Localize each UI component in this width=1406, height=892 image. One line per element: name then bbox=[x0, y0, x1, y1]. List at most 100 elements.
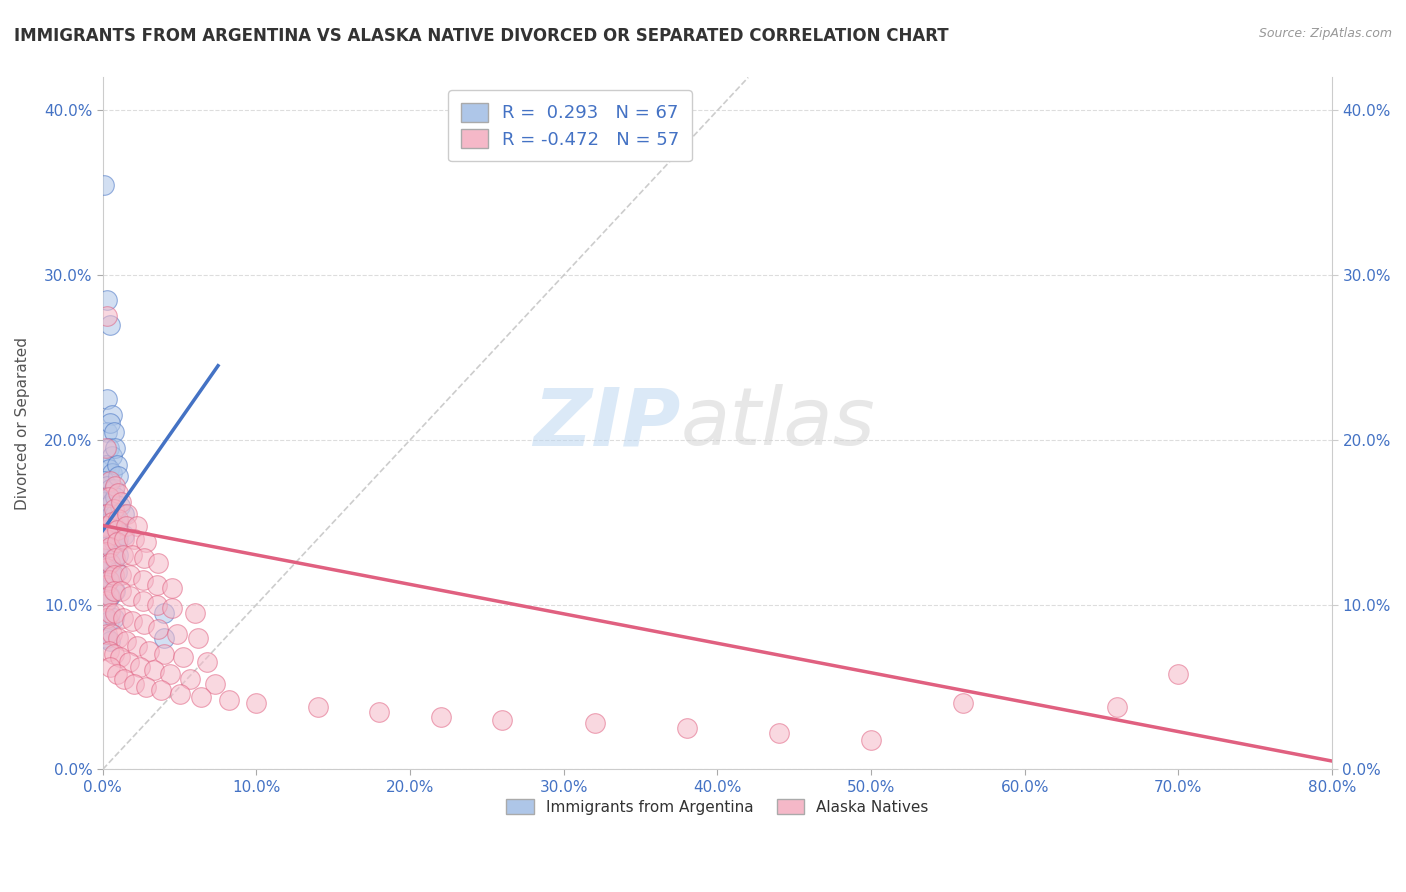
Point bbox=[97, 614, 120, 628]
Point bbox=[860, 732, 883, 747]
Point bbox=[94, 578, 117, 592]
Point bbox=[153, 606, 176, 620]
Point bbox=[107, 512, 129, 526]
Point bbox=[204, 676, 226, 690]
Point bbox=[160, 600, 183, 615]
Point bbox=[118, 655, 141, 669]
Point bbox=[122, 676, 145, 690]
Point bbox=[145, 598, 167, 612]
Point bbox=[93, 590, 115, 604]
Point bbox=[100, 660, 122, 674]
Point bbox=[169, 686, 191, 700]
Point bbox=[94, 611, 117, 625]
Point bbox=[134, 617, 156, 632]
Point bbox=[103, 518, 125, 533]
Point bbox=[146, 557, 169, 571]
Point bbox=[125, 639, 148, 653]
Point bbox=[104, 551, 127, 566]
Point bbox=[100, 557, 122, 571]
Point bbox=[96, 561, 118, 575]
Point bbox=[108, 650, 131, 665]
Point bbox=[1167, 666, 1189, 681]
Point bbox=[101, 515, 124, 529]
Point bbox=[105, 458, 128, 472]
Point bbox=[135, 680, 157, 694]
Point bbox=[195, 655, 218, 669]
Point bbox=[100, 633, 122, 648]
Point bbox=[112, 507, 135, 521]
Point bbox=[94, 491, 117, 505]
Point bbox=[103, 647, 125, 661]
Point bbox=[96, 293, 118, 307]
Point bbox=[150, 683, 173, 698]
Point bbox=[112, 532, 135, 546]
Point bbox=[96, 627, 118, 641]
Point bbox=[190, 690, 212, 704]
Point bbox=[100, 483, 122, 497]
Text: Source: ZipAtlas.com: Source: ZipAtlas.com bbox=[1258, 27, 1392, 40]
Point bbox=[93, 474, 115, 488]
Point bbox=[105, 535, 128, 549]
Point bbox=[97, 573, 120, 587]
Point bbox=[103, 551, 125, 566]
Point bbox=[100, 540, 122, 554]
Point bbox=[100, 528, 122, 542]
Point bbox=[93, 495, 115, 509]
Point bbox=[93, 524, 115, 538]
Point bbox=[120, 568, 142, 582]
Point bbox=[120, 590, 142, 604]
Point bbox=[96, 425, 118, 439]
Point bbox=[107, 548, 129, 562]
Point bbox=[768, 726, 790, 740]
Point bbox=[104, 491, 127, 505]
Point bbox=[103, 502, 125, 516]
Point bbox=[93, 557, 115, 571]
Point bbox=[94, 557, 117, 571]
Point bbox=[101, 627, 124, 641]
Point bbox=[132, 594, 155, 608]
Point bbox=[100, 590, 122, 604]
Point bbox=[94, 594, 117, 608]
Point bbox=[491, 713, 513, 727]
Point bbox=[100, 540, 122, 554]
Point bbox=[132, 573, 155, 587]
Point bbox=[97, 441, 120, 455]
Point bbox=[100, 318, 122, 332]
Point bbox=[121, 548, 143, 562]
Point bbox=[108, 499, 131, 513]
Point bbox=[107, 485, 129, 500]
Point bbox=[97, 462, 120, 476]
Point bbox=[105, 666, 128, 681]
Point bbox=[97, 499, 120, 513]
Point bbox=[94, 441, 117, 455]
Point bbox=[104, 507, 127, 521]
Text: ZIP: ZIP bbox=[533, 384, 681, 462]
Point bbox=[115, 518, 138, 533]
Point bbox=[101, 568, 124, 582]
Point bbox=[94, 458, 117, 472]
Point bbox=[111, 611, 134, 625]
Point bbox=[153, 647, 176, 661]
Point bbox=[94, 545, 117, 559]
Point bbox=[94, 524, 117, 538]
Point bbox=[117, 507, 139, 521]
Point bbox=[93, 178, 115, 192]
Point bbox=[96, 631, 118, 645]
Point bbox=[184, 606, 207, 620]
Point bbox=[101, 507, 124, 521]
Point bbox=[101, 495, 124, 509]
Point bbox=[112, 672, 135, 686]
Point bbox=[103, 568, 125, 582]
Point bbox=[111, 548, 134, 562]
Point bbox=[145, 578, 167, 592]
Point bbox=[159, 666, 181, 681]
Point bbox=[104, 441, 127, 455]
Point bbox=[94, 512, 117, 526]
Point bbox=[100, 557, 122, 571]
Point bbox=[128, 660, 150, 674]
Point bbox=[368, 705, 391, 719]
Point bbox=[97, 643, 120, 657]
Point bbox=[166, 627, 188, 641]
Point bbox=[94, 578, 117, 592]
Point bbox=[96, 392, 118, 406]
